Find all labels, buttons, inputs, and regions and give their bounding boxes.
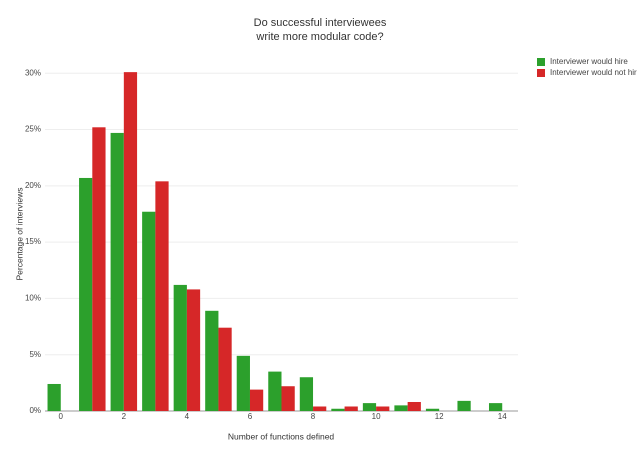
bar <box>236 355 250 411</box>
bar <box>331 408 345 411</box>
bar <box>281 386 295 411</box>
bar <box>268 371 282 411</box>
bar <box>344 406 358 411</box>
y-axis-title: Percentage of interviews <box>14 187 24 280</box>
bar <box>249 389 264 411</box>
bar <box>186 289 201 411</box>
x-tick-label: 14 <box>498 412 507 421</box>
bar <box>425 408 440 411</box>
bar <box>47 383 61 411</box>
chart-title: Do successful interviewees <box>254 17 387 29</box>
y-tick-label: 10% <box>25 294 41 303</box>
bar <box>313 406 327 411</box>
legend-label: Interviewer would not hir <box>550 68 637 77</box>
bar <box>205 310 219 411</box>
chart-title: write more modular code? <box>255 31 383 43</box>
x-tick-label: 4 <box>185 412 190 421</box>
x-tick-label: 10 <box>372 412 381 421</box>
y-tick-label: 30% <box>25 68 41 77</box>
legend-label: Interviewer would hire <box>550 57 628 66</box>
bar <box>488 403 503 411</box>
bar <box>142 211 156 411</box>
bar <box>218 327 232 411</box>
bar <box>299 377 314 411</box>
y-tick-label: 0% <box>29 406 41 415</box>
bar <box>79 177 93 411</box>
y-tick-label: 15% <box>25 237 41 246</box>
x-tick-label: 8 <box>311 412 316 421</box>
y-tick-label: 25% <box>25 125 41 134</box>
bar <box>457 400 471 411</box>
x-tick-label: 6 <box>248 412 253 421</box>
bar <box>376 406 390 411</box>
legend-swatch <box>537 69 545 77</box>
bar <box>92 127 106 411</box>
bar <box>362 403 377 411</box>
x-tick-label: 2 <box>122 412 127 421</box>
bar <box>155 181 169 411</box>
legend-swatch <box>537 58 545 66</box>
y-tick-label: 5% <box>29 350 41 359</box>
y-tick-label: 20% <box>25 181 41 190</box>
bar <box>173 284 187 411</box>
x-axis-title: Number of functions defined <box>228 431 335 441</box>
x-tick-label: 0 <box>59 412 64 421</box>
bar <box>123 72 138 411</box>
x-tick-label: 12 <box>435 412 444 421</box>
bar <box>394 405 408 411</box>
bar <box>110 132 124 411</box>
bar <box>407 401 421 411</box>
